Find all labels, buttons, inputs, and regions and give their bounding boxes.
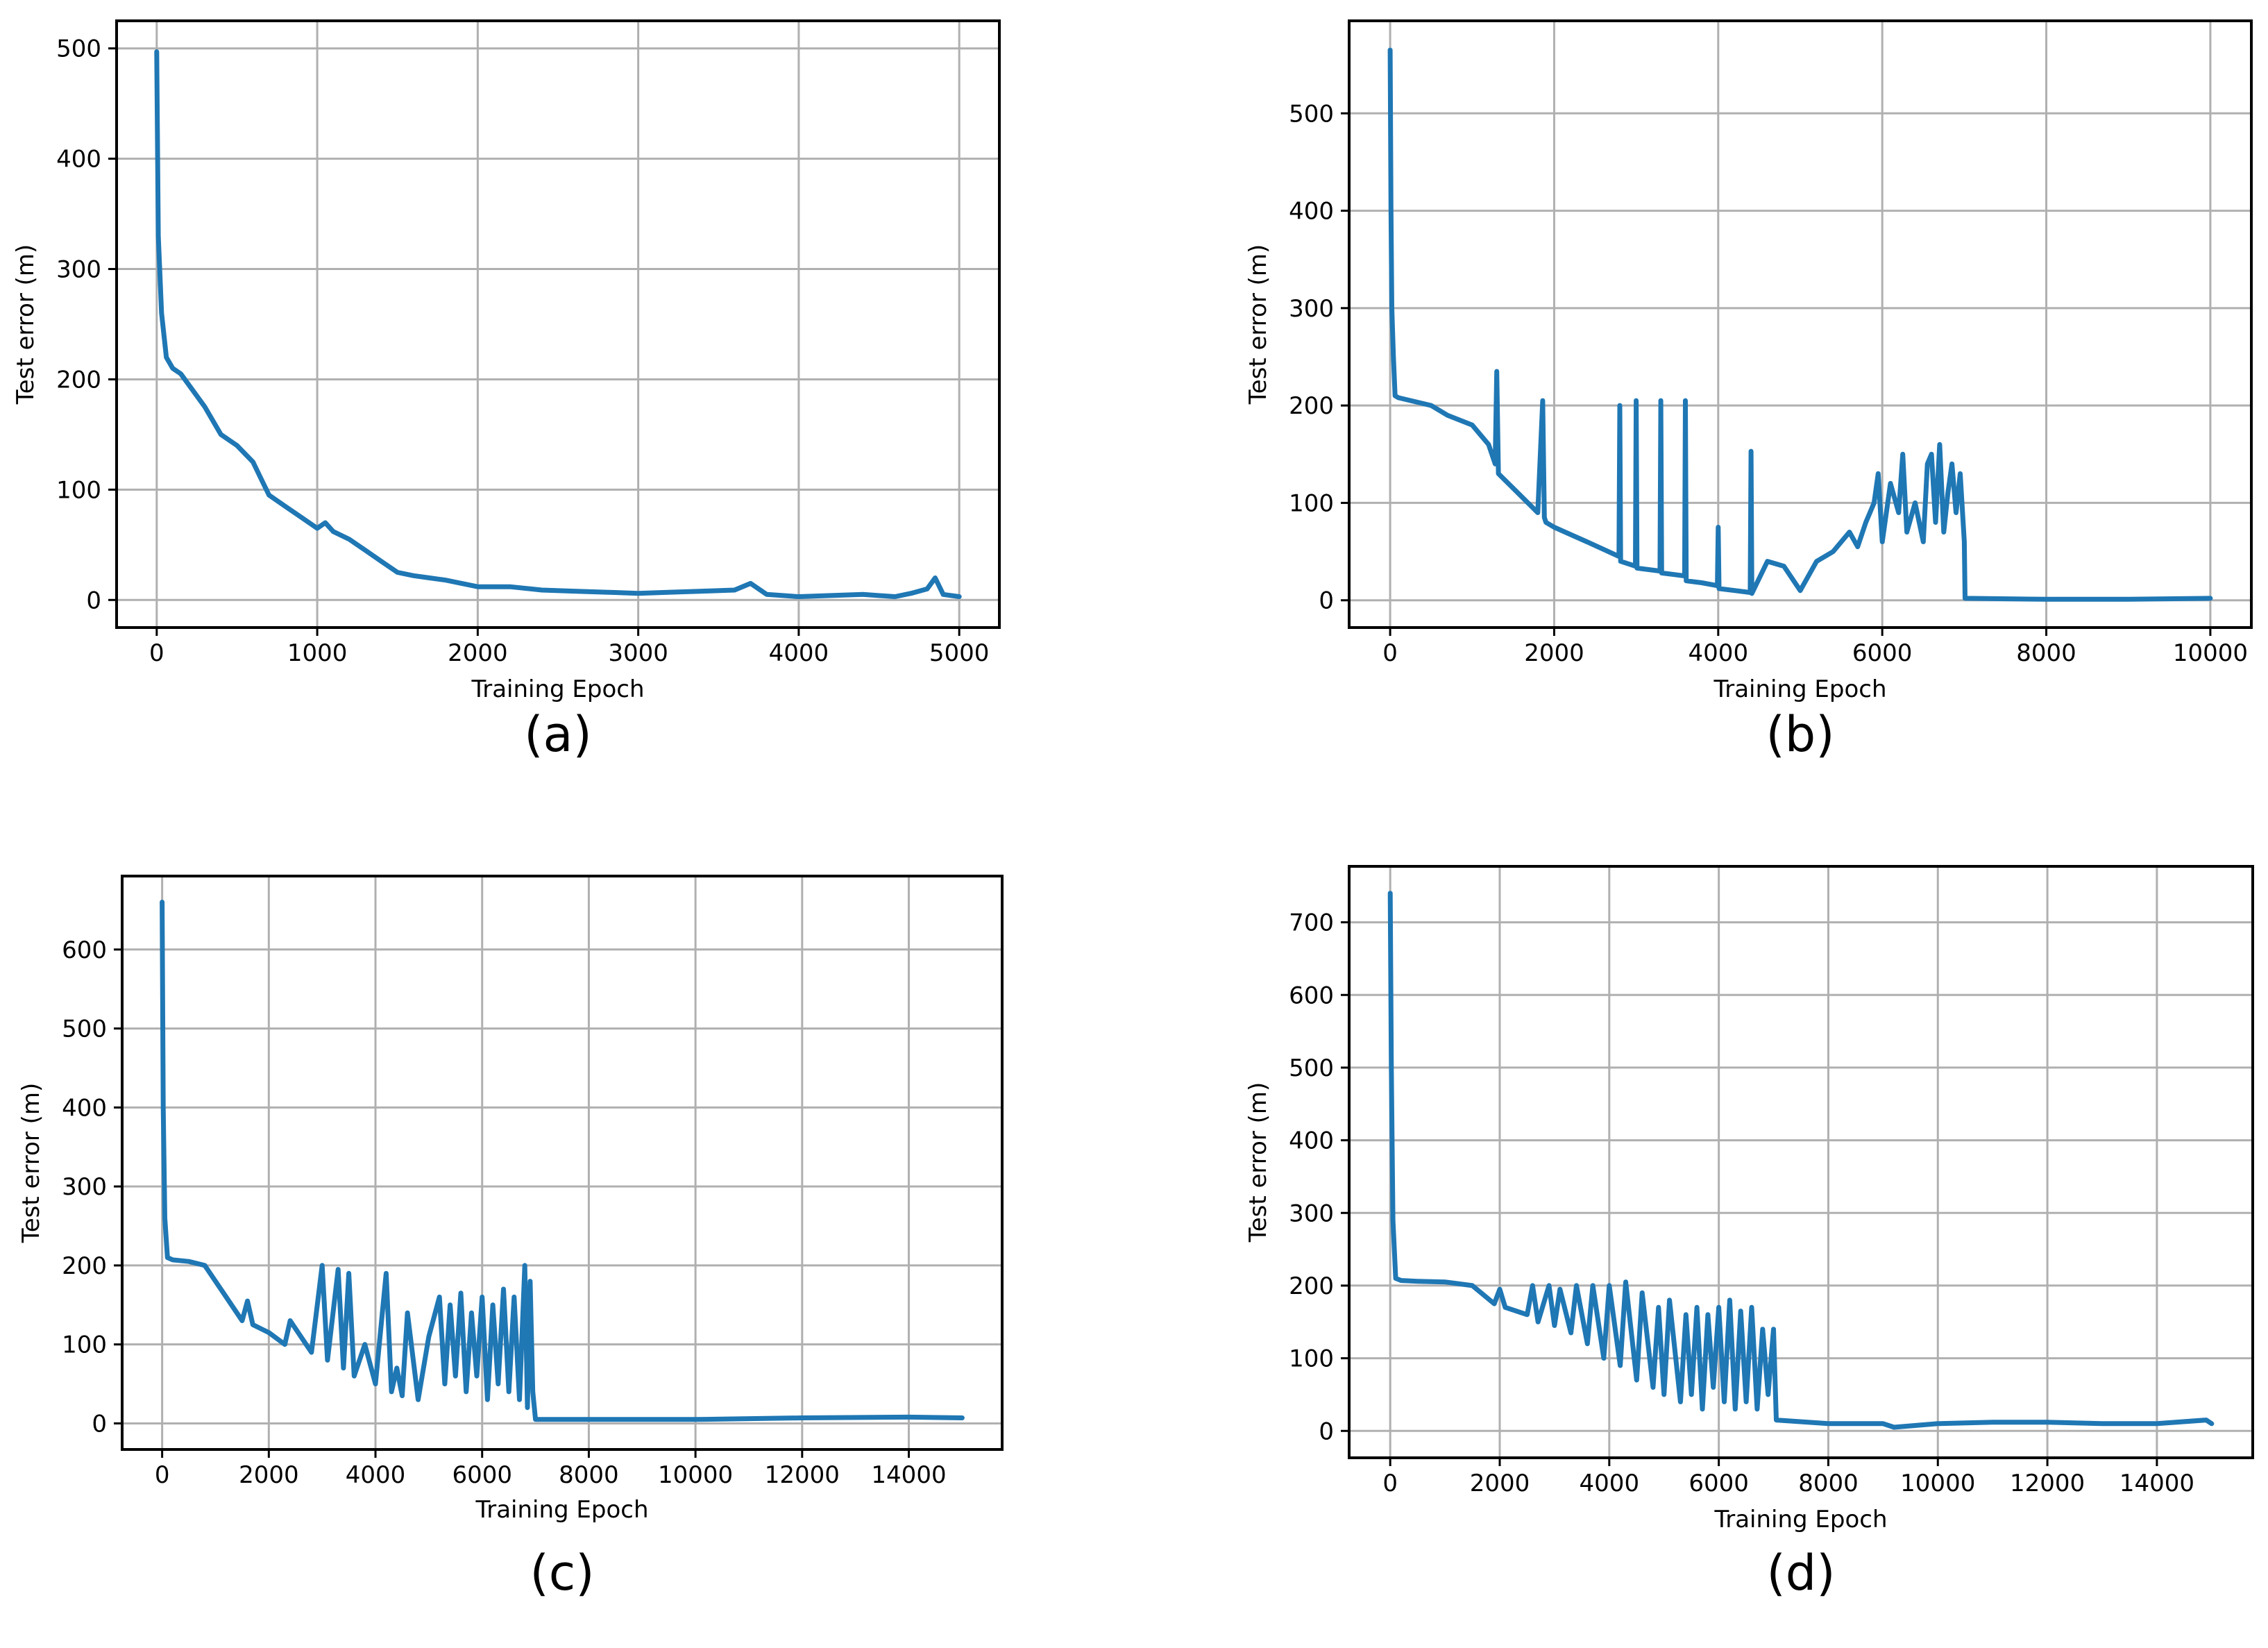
- y-tick-label: 600: [62, 936, 107, 964]
- x-tick-label: 10000: [1900, 1470, 1975, 1497]
- panel-label: (c): [530, 1545, 594, 1601]
- y-axis-label: Test error (m): [1244, 244, 1272, 405]
- series-line-test-error: [154, 49, 962, 599]
- y-tick-label: 100: [1289, 489, 1334, 517]
- y-tick-label: 200: [1289, 1272, 1334, 1300]
- x-tick-label: 14000: [871, 1461, 946, 1489]
- plot-frame: [115, 19, 1001, 629]
- y-tick-label: 400: [1289, 1127, 1334, 1155]
- y-tick-label: 400: [56, 146, 101, 174]
- x-tick-label: 2000: [1470, 1470, 1530, 1497]
- x-axis-label: Training Epoch: [475, 1496, 648, 1524]
- x-tick-label: 4000: [1580, 1470, 1640, 1497]
- x-tick-label: 14000: [2119, 1470, 2194, 1497]
- plot-frame: [121, 875, 1004, 1451]
- y-tick-label: 600: [1289, 982, 1334, 1009]
- x-axis-label: Training Epoch: [1713, 1506, 1887, 1533]
- x-tick-label: 0: [149, 639, 164, 667]
- x-tick-label: 2000: [239, 1461, 299, 1489]
- y-tick-label: 500: [1289, 100, 1334, 128]
- chart-panel-b: 0 2000 4000 6000 8000 10000 0 100 200 300 400 500 Tr…: [1244, 19, 2253, 763]
- x-tick-label: 1000: [287, 639, 348, 667]
- y-tick-label: 300: [1289, 1200, 1334, 1227]
- y-tick-label: 300: [1289, 295, 1334, 323]
- x-tick-label: 2000: [1524, 639, 1584, 667]
- y-axis-label: Test error (m): [1244, 1082, 1272, 1243]
- y-tick-label: 300: [62, 1173, 107, 1201]
- x-axis-label: Training Epoch: [1713, 675, 1886, 703]
- x-tick-label: 8000: [1798, 1470, 1859, 1497]
- y-axis-label: Test error (m): [17, 1083, 45, 1244]
- y-tick-label: 400: [1289, 198, 1334, 226]
- y-tick-label: 300: [56, 256, 101, 284]
- y-tick-label: 500: [56, 35, 101, 63]
- x-tick-label: 6000: [1852, 639, 1913, 667]
- panel-label: (b): [1766, 706, 1834, 763]
- y-tick-label: 200: [62, 1252, 107, 1280]
- x-tick-label: 3000: [608, 639, 668, 667]
- x-tick-label: 0: [1382, 639, 1398, 667]
- plot-frame: [1348, 19, 2253, 629]
- plot-frame: [1348, 865, 2254, 1459]
- chart-panel-c: 0 2000 4000 6000 8000 10000 12000 14000 0 100 200 3…: [17, 875, 1004, 1601]
- y-tick-label: 500: [62, 1016, 107, 1043]
- y-tick-label: 200: [56, 366, 101, 394]
- x-tick-label: 12000: [765, 1461, 840, 1489]
- y-tick-label: 700: [1289, 909, 1334, 937]
- panel-label: (a): [524, 706, 592, 763]
- x-tick-label: 0: [155, 1461, 170, 1489]
- series-line-test-error: [1387, 891, 2215, 1430]
- x-tick-label: 6000: [1689, 1470, 1749, 1497]
- x-tick-label: 4000: [769, 639, 829, 667]
- series-line-test-error: [160, 900, 965, 1422]
- y-tick-label: 0: [86, 587, 101, 614]
- y-tick-label: 400: [62, 1094, 107, 1122]
- x-tick-label: 8000: [2016, 639, 2076, 667]
- y-tick-label: 200: [1289, 392, 1334, 420]
- x-tick-label: 12000: [2010, 1470, 2085, 1497]
- series-line-test-error: [1387, 47, 2213, 602]
- x-tick-label: 10000: [658, 1461, 733, 1489]
- x-axis-label: Training Epoch: [471, 675, 644, 703]
- y-axis-label: Test error (m): [12, 244, 40, 405]
- x-tick-label: 10000: [2173, 639, 2248, 667]
- chart-panel-a: 0 1000 2000 3000 4000 5000 0 100 200 300 400 500 Tra…: [12, 19, 1001, 763]
- y-tick-label: 0: [92, 1410, 107, 1438]
- x-tick-label: 4000: [346, 1461, 406, 1489]
- x-tick-label: 6000: [452, 1461, 512, 1489]
- x-tick-label: 4000: [1689, 639, 1749, 667]
- y-tick-label: 500: [1289, 1054, 1334, 1082]
- y-tick-label: 0: [1319, 1418, 1334, 1445]
- chart-panel-d: 0 2000 4000 6000 8000 10000 12000 14000 0 100 200 3…: [1244, 865, 2254, 1601]
- x-tick-label: 0: [1382, 1470, 1398, 1497]
- x-tick-label: 8000: [559, 1461, 619, 1489]
- panel-label: (d): [1766, 1545, 1835, 1601]
- y-tick-label: 100: [56, 476, 101, 504]
- y-tick-label: 100: [62, 1331, 107, 1359]
- x-tick-label: 5000: [929, 639, 990, 667]
- y-tick-label: 0: [1319, 587, 1334, 615]
- y-tick-label: 100: [1289, 1345, 1334, 1373]
- x-tick-label: 2000: [448, 639, 508, 667]
